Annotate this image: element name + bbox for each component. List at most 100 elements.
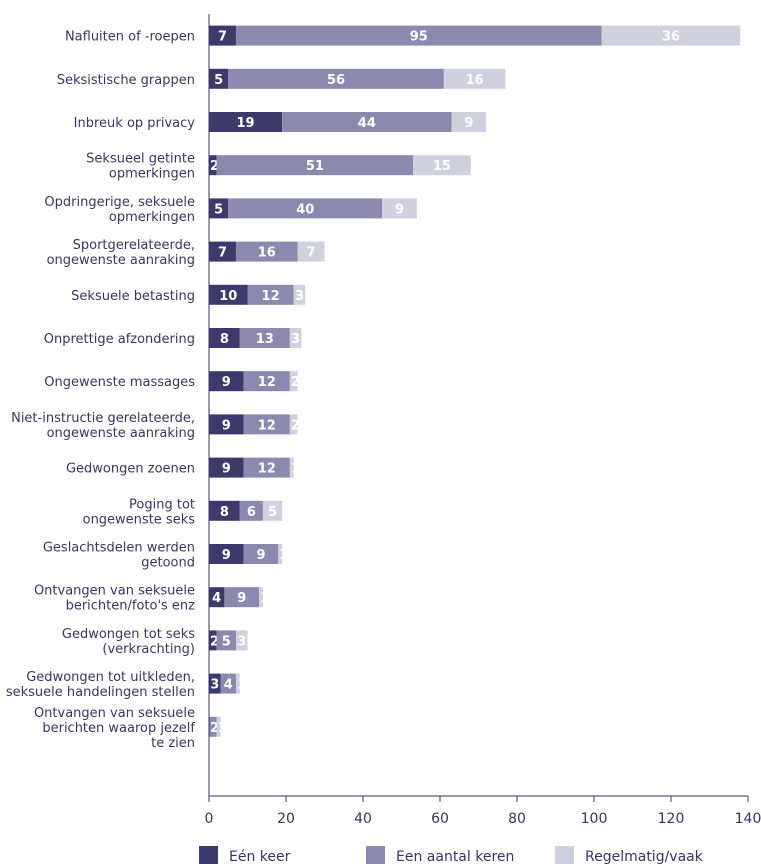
bar-segment	[209, 587, 225, 608]
bar-segment	[243, 371, 290, 392]
data-label: 5	[222, 634, 231, 649]
bar-segment	[289, 457, 294, 478]
bar-segment	[243, 544, 279, 564]
data-label: 9	[464, 116, 473, 131]
data-label: 2	[210, 159, 219, 174]
x-tick-label: 140	[735, 811, 761, 827]
bar-segment	[289, 328, 302, 348]
data-label: 6	[247, 505, 256, 520]
data-label: 9	[222, 375, 231, 390]
data-label: 2	[291, 418, 300, 433]
x-tick-label: 40	[354, 811, 372, 827]
category-labels: Nafluiten of -roepen Seksistische grappen…	[6, 30, 196, 751]
bar-segment	[282, 112, 452, 132]
category-label: Ongewenste massages	[44, 375, 195, 390]
data-label: 3	[210, 678, 219, 693]
data-label: 3	[237, 634, 246, 649]
data-label: 44	[358, 116, 376, 131]
category-label: Seksuele betasting	[71, 289, 195, 304]
bar-segment	[289, 414, 298, 435]
x-tick-label: 120	[658, 811, 685, 827]
data-label: 12	[258, 418, 276, 433]
category-label: Nafluiten of -roepen	[65, 30, 195, 45]
category-label: (verkrachting)	[102, 642, 195, 657]
bar-segment	[216, 155, 414, 176]
category-label: ongewenste seks	[83, 512, 196, 527]
data-label: 9	[237, 591, 246, 606]
x-tick-label: 80	[508, 811, 526, 827]
category-label: Opdringerige, seksuele	[44, 195, 195, 210]
data-label: 4	[224, 678, 233, 693]
data-label: 1	[279, 548, 288, 563]
bar-segment	[259, 587, 263, 608]
data-label: 2	[210, 634, 219, 649]
category-label: seksuele handelingen stellen	[6, 685, 195, 700]
data-label: 2	[291, 375, 300, 390]
category-label: Ontvangen van seksuele	[34, 584, 195, 599]
x-tick-label: 0	[205, 811, 214, 827]
bar-segment	[228, 198, 383, 219]
data-label: 9	[222, 548, 231, 563]
data-label: 7	[218, 246, 227, 261]
data-label: 12	[262, 289, 280, 304]
data-label: 12	[258, 375, 276, 390]
data-label: 12	[258, 462, 276, 477]
bar-segment	[216, 716, 221, 737]
bar-segment	[289, 371, 298, 392]
bar-segment	[262, 500, 283, 521]
category-label: Onprettige afzondering	[44, 332, 195, 347]
bar-segment	[243, 457, 290, 478]
data-label: 5	[268, 505, 277, 520]
bar-segment	[382, 198, 417, 219]
category-label: Gedwongen tot uitkleden,	[26, 670, 195, 685]
category-label: opmerkingen	[109, 167, 195, 182]
bar-segment	[209, 630, 217, 651]
data-label: 95	[410, 30, 428, 45]
bar-segment	[209, 328, 240, 348]
legend-label: Eén keer	[229, 849, 291, 864]
bar-segment	[209, 155, 217, 176]
bar-segment	[209, 544, 244, 564]
legend-swatch	[555, 846, 574, 864]
legend-swatch	[366, 846, 385, 864]
category-label: Inbreuk op privacy	[74, 116, 196, 131]
data-label: 9	[222, 418, 231, 433]
bar-segment	[601, 25, 741, 46]
bar-segment	[239, 328, 290, 348]
data-label: 16	[258, 246, 276, 261]
category-label: berichten/foto's enz	[66, 599, 196, 614]
bar-segment	[235, 25, 602, 46]
category-label: Geslachtsdelen werden	[43, 541, 195, 556]
bar-segment	[216, 630, 236, 651]
data-label: 2	[210, 721, 219, 736]
bar-segment	[220, 673, 236, 694]
data-label: 5	[214, 73, 223, 88]
bar-segment	[228, 68, 444, 89]
data-label: 1	[260, 591, 269, 606]
bar-segment	[209, 198, 229, 219]
category-label: te zien	[151, 736, 195, 751]
data-label: 4	[212, 591, 221, 606]
data-label: 51	[306, 159, 324, 174]
category-label: Gedwongen zoenen	[66, 462, 195, 477]
data-label: 1	[291, 462, 300, 477]
category-label: Gedwongen tot seks	[62, 627, 195, 642]
bar-segment	[413, 155, 471, 176]
bar-segment	[209, 500, 240, 521]
data-label: 1	[237, 678, 246, 693]
data-label: 7	[218, 30, 227, 45]
bar-segment	[239, 500, 263, 521]
data-label: 9	[256, 548, 265, 563]
category-label: ongewenste aanraking	[47, 253, 195, 268]
x-tick-label: 60	[431, 811, 449, 827]
x-tick-label: 20	[277, 811, 295, 827]
category-label: Seksueel getinte	[86, 152, 195, 167]
bar-segment	[209, 112, 283, 132]
bar-segment	[235, 241, 298, 262]
bar-segment	[224, 587, 260, 608]
bar-segment	[235, 630, 248, 651]
category-label: Sportgerelateerde,	[73, 238, 195, 253]
data-label: 16	[466, 73, 484, 88]
